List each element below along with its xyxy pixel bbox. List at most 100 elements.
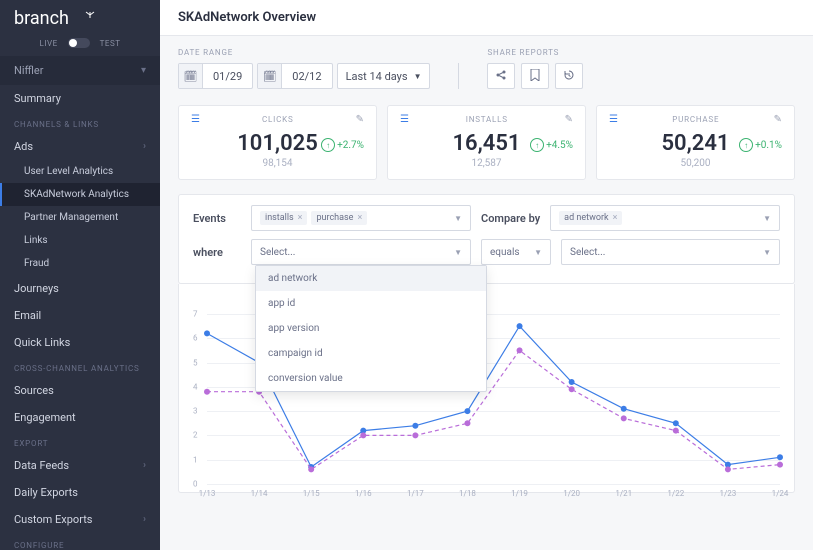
nav-engagement[interactable]: Engagement [0, 404, 160, 431]
metric-delta: ↑+0.1% [739, 138, 782, 152]
date-end-input[interactable]: 🗓 02/12 [257, 63, 332, 89]
where-value-select[interactable]: Select... ▼ [561, 239, 780, 265]
date-start-value: 01/29 [203, 70, 252, 83]
metric-value: 16,451 [452, 131, 520, 156]
event-tag: purchase× [311, 211, 367, 225]
nav-custom-exports[interactable]: Custom Exports› [0, 506, 160, 533]
main-panel: SKAdNetwork Overview DATE RANGE 🗓 01/29 … [160, 0, 813, 550]
chevron-down-icon: ▼ [534, 248, 542, 257]
nav-ads-skadnetwork[interactable]: SKAdNetwork Analytics [0, 183, 160, 206]
nav-ads-links[interactable]: Links [0, 229, 160, 252]
nav-ads-partner[interactable]: Partner Management [0, 206, 160, 229]
metric-card-clicks: ☰ CLICKS ✎ 101,025 98,154 ↑+2.7% [178, 105, 377, 180]
nav-journeys[interactable]: Journeys [0, 275, 160, 302]
event-tag: installs× [260, 211, 307, 225]
nav-section-configure: CONFIGURE [0, 533, 160, 550]
dropdown-option[interactable]: app id [256, 291, 486, 316]
pencil-icon[interactable]: ✎ [774, 114, 782, 125]
sidebar: branch LIVE TEST Niffler ▾ Summary CHANN… [0, 0, 160, 550]
chevron-down-icon: ▾ [141, 65, 146, 76]
metric-label: CLICKS [262, 115, 293, 124]
nav-ads[interactable]: Ads› [0, 133, 160, 160]
nav-daily-exports[interactable]: Daily Exports [0, 479, 160, 506]
metric-card-purchase: ☰ PURCHASE ✎ 50,241 50,200 ↑+0.1% [596, 105, 795, 180]
pencil-icon[interactable]: ✎ [565, 114, 573, 125]
bookmark-button[interactable] [521, 63, 549, 89]
remove-tag-icon[interactable]: × [298, 213, 303, 223]
metric-label: INSTALLS [466, 115, 508, 124]
nav-sources[interactable]: Sources [0, 377, 160, 404]
toggle-test-label: TEST [100, 39, 121, 48]
nav-section-export: EXPORT [0, 431, 160, 452]
controls-row: DATE RANGE 🗓 01/29 🗓 02/12 Last 14 days … [178, 48, 795, 89]
chevron-right-icon: › [143, 514, 146, 525]
where-operator-select[interactable]: equals ▼ [481, 239, 551, 265]
calendar-icon: 🗓 [258, 64, 282, 88]
metric-value: 101,025 [237, 131, 318, 156]
chevron-down-icon: ▼ [454, 214, 462, 223]
nav-section-channels: CHANNELS & LINKS [0, 112, 160, 133]
filter-icon[interactable]: ☰ [400, 114, 409, 125]
dropdown-option[interactable]: app version [256, 316, 486, 341]
brand-logo: branch [0, 0, 160, 36]
page-title: SKAdNetwork Overview [160, 0, 813, 36]
dropdown-option[interactable]: campaign id [256, 341, 486, 366]
date-range-group: DATE RANGE 🗓 01/29 🗓 02/12 Last 14 days … [178, 48, 430, 89]
nav-quicklinks[interactable]: Quick Links [0, 329, 160, 356]
dropdown-option[interactable]: conversion value [256, 366, 486, 391]
chevron-down-icon: ▼ [414, 72, 422, 81]
metric-card-installs: ☰ INSTALLS ✎ 16,451 12,587 ↑+4.5% [387, 105, 586, 180]
chevron-down-icon: ▼ [763, 214, 771, 223]
chevron-down-icon: ▼ [763, 248, 771, 257]
history-icon [563, 69, 575, 84]
chevron-down-icon: ▼ [454, 248, 462, 257]
share-group: SHARE REPORTS [487, 48, 583, 89]
where-label: where [193, 246, 241, 259]
app-selector[interactable]: Niffler ▾ [0, 56, 160, 85]
remove-tag-icon[interactable]: × [613, 213, 618, 223]
history-button[interactable] [555, 63, 583, 89]
divider [458, 63, 459, 89]
compare-by-select[interactable]: ad network× ▼ [550, 205, 780, 231]
nav-section-xchannel: CROSS-CHANNEL ANALYTICS [0, 356, 160, 377]
filter-icon[interactable]: ☰ [609, 114, 618, 125]
date-end-value: 02/12 [282, 70, 331, 83]
nav-ads-user-level[interactable]: User Level Analytics [0, 160, 160, 183]
events-select[interactable]: installs× purchase× ▼ [251, 205, 471, 231]
env-toggle[interactable]: LIVE TEST [0, 36, 160, 56]
pencil-icon[interactable]: ✎ [356, 114, 364, 125]
toggle-live-label: LIVE [40, 39, 58, 48]
metric-prev: 98,154 [237, 158, 318, 169]
filter-icon[interactable]: ☰ [191, 114, 200, 125]
remove-tag-icon[interactable]: × [357, 213, 362, 223]
metric-label: PURCHASE [672, 115, 719, 124]
where-dropdown: ad network app id app version campaign i… [255, 265, 487, 392]
arrow-up-icon: ↑ [739, 138, 753, 152]
calendar-icon: 🗓 [179, 64, 203, 88]
date-start-input[interactable]: 🗓 01/29 [178, 63, 253, 89]
where-field-select[interactable]: Select... ▼ [251, 239, 471, 265]
share-icon [495, 69, 507, 84]
chevron-right-icon: › [143, 141, 146, 152]
metric-delta: ↑+4.5% [530, 138, 573, 152]
toggle-switch[interactable] [68, 38, 90, 48]
svg-text:branch: branch [14, 8, 69, 29]
dropdown-option[interactable]: ad network [256, 266, 486, 291]
filter-bar: Events installs× purchase× ▼ Compare by … [178, 194, 795, 284]
nav-summary[interactable]: Summary [0, 85, 160, 112]
share-button[interactable] [487, 63, 515, 89]
date-preset-select[interactable]: Last 14 days ▼ [337, 63, 431, 89]
bookmark-icon [530, 69, 540, 84]
compare-tag: ad network× [559, 211, 622, 225]
nav-data-feeds[interactable]: Data Feeds› [0, 452, 160, 479]
metric-prev: 50,200 [661, 158, 729, 169]
metric-cards: ☰ CLICKS ✎ 101,025 98,154 ↑+2.7% ☰ INSTA… [178, 105, 795, 180]
nav-email[interactable]: Email [0, 302, 160, 329]
date-preset-value: Last 14 days [346, 70, 408, 83]
metric-prev: 12,587 [452, 158, 520, 169]
arrow-up-icon: ↑ [530, 138, 544, 152]
metric-value: 50,241 [661, 131, 729, 156]
chevron-right-icon: › [143, 460, 146, 471]
nav-ads-fraud[interactable]: Fraud [0, 252, 160, 275]
metric-delta: ↑+2.7% [321, 138, 364, 152]
